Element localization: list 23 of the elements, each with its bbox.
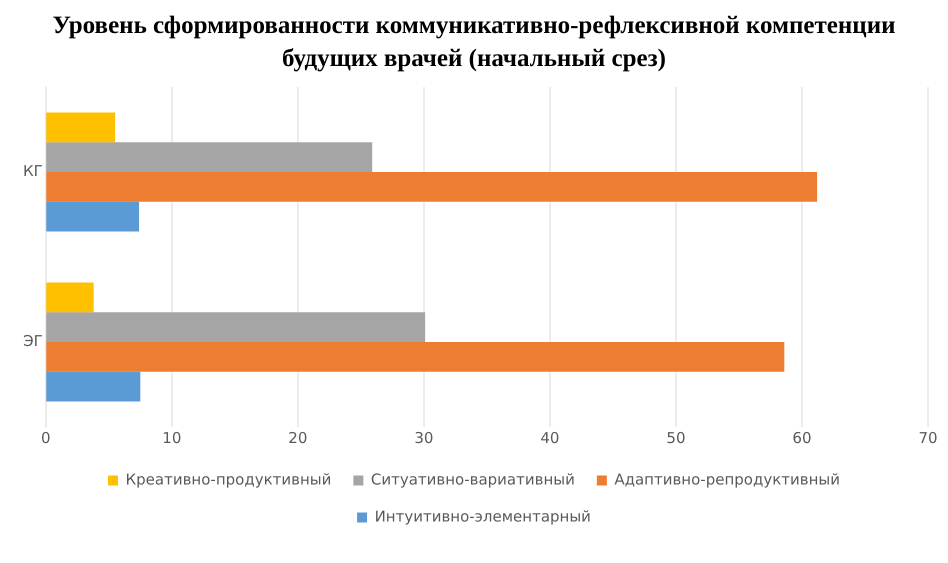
x-tick-label: 20	[288, 428, 308, 447]
x-tick-label: 60	[792, 428, 812, 447]
legend-label: Интуитивно-элементарный	[374, 507, 591, 526]
bar	[46, 282, 94, 312]
legend-label: Адаптивно-репродуктивный	[614, 470, 840, 488]
legend-label: Креативно-продуктивный	[126, 470, 332, 488]
legend-label: Ситуативно-вариативный	[370, 470, 575, 488]
bar	[46, 312, 426, 342]
x-tick-label: 10	[162, 428, 182, 447]
x-tick-label: 40	[540, 428, 560, 447]
bar	[46, 112, 116, 142]
x-tick-label: 50	[666, 428, 686, 447]
bar	[46, 202, 140, 232]
x-tick-label: 30	[414, 428, 434, 447]
x-tick-label: 0	[41, 428, 51, 447]
bar	[46, 342, 784, 372]
bar	[46, 372, 140, 402]
y-tick-label: ЭГ	[23, 332, 43, 350]
chart-title: Уровень сформированности коммуникативно-рефлексивной компетенции будущих врачей (начальный срез)	[51, 11, 897, 74]
y-tick-label: КГ	[22, 162, 43, 180]
x-tick-label: 70	[918, 428, 938, 447]
bar	[46, 172, 818, 202]
bar	[46, 142, 372, 172]
